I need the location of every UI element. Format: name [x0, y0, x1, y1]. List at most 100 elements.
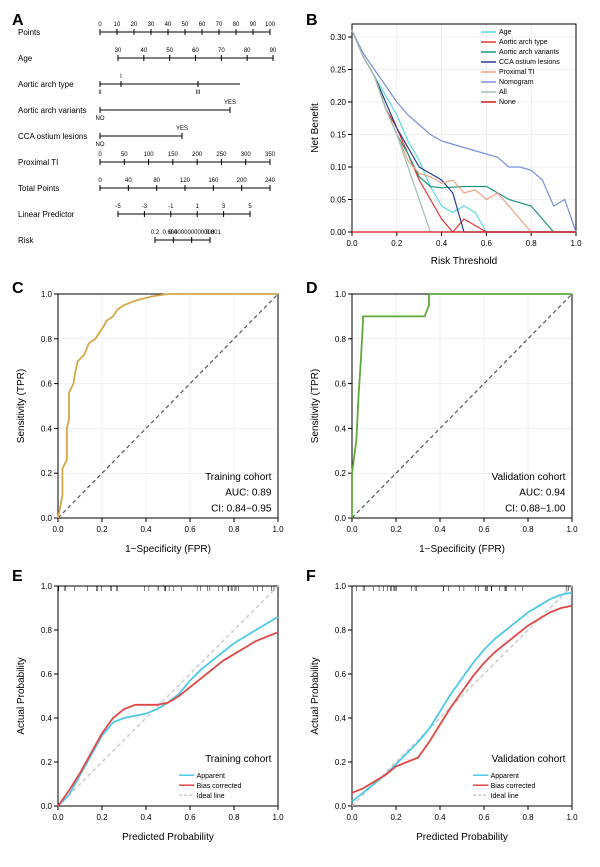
svg-text:II: II — [98, 90, 102, 96]
svg-text:0.8: 0.8 — [335, 335, 347, 344]
panel-a: A Points0102030405060708090100Age3040506… — [10, 10, 296, 270]
svg-text:0: 0 — [98, 22, 102, 28]
svg-text:0.2: 0.2 — [96, 813, 108, 822]
svg-text:Proximal TI: Proximal TI — [499, 69, 534, 76]
svg-text:CI: 0.84−0.95: CI: 0.84−0.95 — [211, 503, 272, 514]
svg-text:0: 0 — [98, 178, 102, 184]
svg-text:AUC: 0.89: AUC: 0.89 — [225, 488, 272, 499]
svg-text:-3: -3 — [142, 204, 148, 210]
svg-text:30: 30 — [115, 48, 122, 54]
svg-text:Linear Predictor: Linear Predictor — [18, 210, 75, 219]
svg-text:All: All — [499, 89, 507, 96]
svg-text:0.15: 0.15 — [330, 131, 346, 140]
svg-text:1.0: 1.0 — [566, 525, 578, 534]
svg-text:Aortic arch type: Aortic arch type — [18, 80, 74, 89]
calibration-validation-chart: 0.00.00.20.20.40.40.60.60.80.81.01.0Vali… — [304, 566, 584, 846]
svg-text:0.0: 0.0 — [41, 514, 53, 523]
svg-text:1.0: 1.0 — [41, 582, 53, 591]
svg-text:Ideal line: Ideal line — [197, 793, 225, 800]
svg-text:0.6: 0.6 — [41, 670, 53, 679]
panel-a-label: A — [12, 12, 24, 30]
svg-text:80: 80 — [233, 22, 240, 28]
svg-text:AUC: 0.94: AUC: 0.94 — [519, 488, 566, 499]
svg-text:200: 200 — [237, 178, 248, 184]
svg-text:0.2: 0.2 — [41, 758, 53, 767]
svg-text:0.05: 0.05 — [330, 196, 346, 205]
svg-text:CI: 0.88−1.00: CI: 0.88−1.00 — [505, 503, 566, 514]
svg-text:0.6: 0.6 — [184, 813, 196, 822]
panel-f: F 0.00.00.20.20.40.40.60.60.80.81.01.0Va… — [304, 566, 590, 846]
svg-text:200: 200 — [192, 152, 203, 158]
svg-text:0.6: 0.6 — [478, 525, 490, 534]
svg-text:0.2: 0.2 — [335, 469, 347, 478]
svg-text:0.4: 0.4 — [140, 813, 152, 822]
svg-text:0.4: 0.4 — [434, 813, 446, 822]
svg-text:0.6: 0.6 — [478, 813, 490, 822]
calibration-training-chart: 0.00.00.20.20.40.40.60.60.80.81.01.0Trai… — [10, 566, 290, 846]
nomogram-chart: Points0102030405060708090100Age304050607… — [10, 10, 290, 270]
panel-d-label: D — [306, 280, 318, 298]
svg-text:0.8: 0.8 — [526, 239, 538, 248]
svg-text:Aortic arch variants: Aortic arch variants — [499, 49, 559, 56]
svg-text:5: 5 — [248, 204, 252, 210]
svg-text:0.8: 0.8 — [522, 813, 534, 822]
svg-text:0.25: 0.25 — [330, 66, 346, 75]
svg-text:Proximal TI: Proximal TI — [18, 158, 58, 167]
panel-c-label: C — [12, 280, 24, 298]
svg-text:0.2: 0.2 — [390, 525, 402, 534]
svg-text:0.6: 0.6 — [184, 525, 196, 534]
svg-text:0.0: 0.0 — [335, 802, 347, 811]
svg-text:Bias corrected: Bias corrected — [491, 783, 536, 790]
svg-text:70: 70 — [216, 22, 223, 28]
svg-text:YES: YES — [176, 126, 188, 132]
svg-text:Nomogram: Nomogram — [499, 79, 534, 86]
svg-text:0.0: 0.0 — [346, 239, 358, 248]
svg-text:Actual Probability: Actual Probability — [16, 657, 27, 734]
svg-text:1.0: 1.0 — [272, 525, 284, 534]
svg-text:250: 250 — [216, 152, 227, 158]
svg-text:0.8: 0.8 — [335, 626, 347, 635]
svg-text:1−Specificity (FPR): 1−Specificity (FPR) — [419, 544, 505, 555]
svg-text:0.6: 0.6 — [481, 239, 493, 248]
svg-text:Sensitivity (TPR): Sensitivity (TPR) — [16, 369, 27, 443]
svg-text:300: 300 — [241, 152, 252, 158]
svg-text:III: III — [195, 90, 200, 96]
svg-text:0.4: 0.4 — [436, 239, 448, 248]
svg-text:Total Points: Total Points — [18, 184, 59, 193]
svg-text:0.30: 0.30 — [330, 33, 346, 42]
svg-text:0.4: 0.4 — [434, 525, 446, 534]
svg-text:Aortic arch type: Aortic arch type — [499, 39, 548, 46]
panel-e-label: E — [12, 568, 23, 586]
svg-text:240: 240 — [265, 178, 276, 184]
svg-text:40: 40 — [125, 178, 132, 184]
svg-text:120: 120 — [180, 178, 191, 184]
svg-text:50: 50 — [121, 152, 128, 158]
svg-text:Predicted Probability: Predicted Probability — [416, 832, 508, 843]
svg-text:Age: Age — [18, 54, 33, 63]
svg-text:1−Specificity (FPR): 1−Specificity (FPR) — [125, 544, 211, 555]
panel-f-label: F — [306, 568, 316, 586]
svg-text:I: I — [120, 74, 122, 80]
panel-e: E 0.00.00.20.20.40.40.60.60.80.81.01.0Tr… — [10, 566, 296, 846]
svg-text:0.8: 0.8 — [41, 626, 53, 635]
svg-text:0.2: 0.2 — [335, 758, 347, 767]
svg-text:100: 100 — [265, 22, 276, 28]
svg-text:CCA ostium lesions: CCA ostium lesions — [18, 132, 87, 141]
svg-text:0.4: 0.4 — [140, 525, 152, 534]
svg-text:0.0: 0.0 — [52, 813, 64, 822]
svg-text:NO: NO — [96, 116, 105, 122]
svg-text:Age: Age — [499, 29, 512, 36]
svg-text:Validation cohort: Validation cohort — [492, 754, 566, 765]
figure-grid: A Points0102030405060708090100Age3040506… — [10, 10, 590, 846]
svg-text:Validation cohort: Validation cohort — [492, 472, 566, 483]
svg-text:80: 80 — [244, 48, 251, 54]
svg-text:20: 20 — [131, 22, 138, 28]
svg-text:Training cohort: Training cohort — [205, 754, 272, 765]
panel-b: B 0.00.20.40.60.81.00.000.050.100.150.20… — [304, 10, 590, 270]
svg-text:YES: YES — [224, 100, 236, 106]
svg-text:1: 1 — [196, 204, 200, 210]
svg-text:1.0: 1.0 — [41, 290, 53, 299]
svg-text:Actual Probability: Actual Probability — [310, 657, 321, 734]
roc-validation-chart: 0.00.00.20.20.40.40.60.60.80.81.01.0Vali… — [304, 278, 584, 558]
svg-text:0.2: 0.2 — [391, 239, 403, 248]
